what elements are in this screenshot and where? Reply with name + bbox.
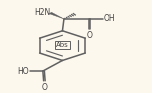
Text: H2N: H2N <box>34 8 50 17</box>
Text: O: O <box>87 31 93 40</box>
Text: O: O <box>41 83 47 92</box>
Polygon shape <box>49 12 64 19</box>
Text: HO: HO <box>18 67 29 76</box>
Text: Abs: Abs <box>56 42 69 48</box>
Text: OH: OH <box>104 14 116 23</box>
